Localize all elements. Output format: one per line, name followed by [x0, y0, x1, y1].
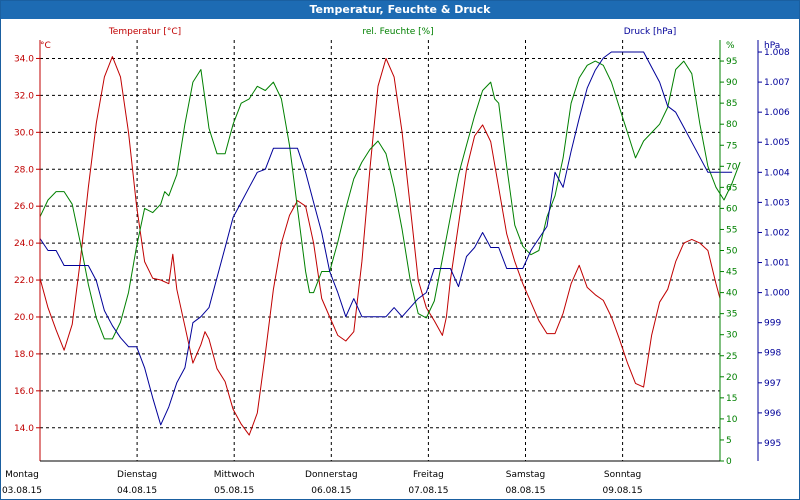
series-layer — [39, 51, 741, 436]
humidity-tick-label: 60 — [726, 204, 738, 214]
pressure-tick-label: 1.000 — [764, 289, 790, 299]
humidity-tick-label: 5 — [726, 436, 732, 446]
temperature-tick-label: 18.0 — [14, 350, 34, 360]
x-date-label: 03.08.15 — [2, 486, 42, 496]
pressure-tick-label: 997 — [764, 379, 781, 389]
temperature-tick-label: 24.0 — [14, 239, 34, 249]
temperature-tick-label: 26.0 — [14, 202, 34, 212]
temperature-tick-label: 20.0 — [14, 313, 34, 323]
humidity-tick-label: 45 — [726, 268, 737, 278]
x-date-label: 08.08.15 — [505, 486, 545, 496]
temperature-series-label: Temperatur [°C] — [108, 27, 181, 37]
x-day-label: Freitag — [413, 470, 444, 480]
temperature-tick-label: 32.0 — [14, 91, 34, 101]
grid-lines — [40, 40, 720, 461]
humidity-tick-label: 95 — [726, 57, 737, 67]
chart-title: Temperatur, Feuchte & Druck — [1, 1, 799, 19]
temperature-tick-label: 28.0 — [14, 165, 34, 175]
temperature-tick-label: 22.0 — [14, 276, 34, 286]
humidity-tick-label: 15 — [726, 394, 737, 404]
humidity-tick-label: 90 — [726, 78, 738, 88]
pressure-tick-label: 1.002 — [764, 228, 790, 238]
temperature-tick-label: 34.0 — [14, 54, 34, 64]
humidity-tick-label: 70 — [726, 162, 738, 172]
x-date-label: 07.08.15 — [408, 486, 448, 496]
pressure-tick-label: 1.007 — [764, 78, 790, 88]
humidity-tick-label: 75 — [726, 141, 737, 151]
pressure-tick-label: 1.004 — [764, 168, 790, 178]
x-date-label: 05.08.15 — [214, 486, 254, 496]
humidity-tick-label: 35 — [726, 310, 737, 320]
x-day-label: Montag — [5, 470, 39, 480]
x-day-label: Samstag — [506, 470, 545, 480]
pressure-series-label: Druck [hPa] — [624, 27, 677, 37]
pressure-tick-label: 1.003 — [764, 198, 790, 208]
pressure-tick-label: 995 — [764, 439, 781, 449]
humidity-tick-label: 50 — [726, 247, 738, 257]
humidity-tick-label: 30 — [726, 331, 738, 341]
x-date-label: 04.08.15 — [117, 486, 157, 496]
humidity-series-label: rel. Feuchte [%] — [362, 27, 433, 37]
x-day-label: Mittwoch — [214, 470, 255, 480]
x-day-label: Dienstag — [117, 470, 157, 480]
pressure-tick-label: 1.001 — [764, 259, 790, 269]
pressure-tick-label: 999 — [764, 319, 781, 329]
humidity-axis-unit: % — [726, 41, 735, 51]
temperature-tick-label: 30.0 — [14, 128, 34, 138]
axes-layer: 14.0 16.0 18.0 20.0 22.0 24.0 26.0 28.0 30.0 32.0… — [2, 40, 790, 496]
humidity-tick-label: 65 — [726, 183, 737, 193]
humidity-tick-label: 25 — [726, 352, 737, 362]
temperature-tick-label: 14.0 — [14, 424, 34, 434]
pressure-line — [39, 51, 733, 426]
pressure-axis-unit: hPa — [764, 41, 780, 51]
pressure-tick-label: 1.006 — [764, 108, 790, 118]
pressure-tick-label: 1.008 — [764, 48, 790, 58]
x-date-label: 09.08.15 — [603, 486, 643, 496]
humidity-tick-label: 80 — [726, 120, 738, 130]
temperature-tick-label: 16.0 — [14, 387, 34, 397]
temperature-line — [39, 56, 721, 436]
humidity-tick-label: 10 — [726, 415, 738, 425]
temperature-axis-unit: °C — [40, 41, 51, 51]
humidity-tick-label: 20 — [726, 373, 738, 383]
humidity-line — [39, 60, 741, 340]
x-date-label: 06.08.15 — [311, 486, 351, 496]
humidity-tick-label: 40 — [726, 289, 738, 299]
pressure-tick-label: 998 — [764, 349, 781, 359]
pressure-tick-label: 1.005 — [764, 138, 790, 148]
pressure-tick-label: 996 — [764, 409, 781, 419]
x-day-label: Sonntag — [604, 470, 641, 480]
humidity-tick-label: 55 — [726, 225, 737, 235]
humidity-tick-label: 85 — [726, 99, 737, 109]
x-day-label: Donnerstag — [305, 470, 358, 480]
humidity-tick-label: 0 — [726, 457, 732, 467]
